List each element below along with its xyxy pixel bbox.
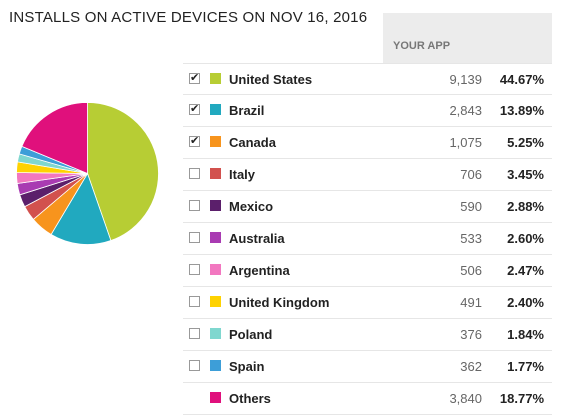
checkbox-checked[interactable]: ✔ [189,135,200,147]
install-percent: 2.47% [507,263,544,278]
checkbox[interactable] [189,296,200,307]
chart-title: INSTALLS ON ACTIVE DEVICES ON NOV 16, 20… [9,9,368,26]
table-row[interactable]: ✔ Canada 1,075 5.25% [183,127,552,159]
table-row[interactable]: United Kingdom 491 2.40% [183,287,552,319]
column-header-your-app: YOUR APP [383,13,552,63]
country-table: ✔ United States 9,139 44.67% ✔ Brazil 2,843 13.… [183,63,552,415]
table-row[interactable]: Others 3,840 18.77% [183,383,552,415]
table-row[interactable]: ✔ United States 9,139 44.67% [183,63,552,95]
checkbox-checked[interactable]: ✔ [189,72,200,84]
legend-swatch [210,232,221,243]
legend-swatch [210,392,221,403]
table-row[interactable]: Australia 533 2.60% [183,223,552,255]
legend-swatch [210,104,221,115]
country-name: Spain [229,359,265,374]
install-count: 706 [460,167,482,182]
checkbox[interactable] [189,264,200,275]
checkbox[interactable] [189,200,200,211]
install-count: 3,840 [449,391,482,406]
legend-swatch [210,73,221,84]
checkbox[interactable] [189,232,200,243]
table-row[interactable]: Argentina 506 2.47% [183,255,552,287]
table-row[interactable]: ✔ Brazil 2,843 13.89% [183,95,552,127]
legend-swatch [210,296,221,307]
install-count: 376 [460,327,482,342]
install-count: 533 [460,231,482,246]
pie-slice-united-states [87,102,159,242]
country-name: Canada [229,135,276,150]
checkbox[interactable] [189,360,200,371]
country-name: Brazil [229,103,265,118]
install-percent: 1.77% [507,359,544,374]
pie-chart [16,102,159,245]
country-name: Australia [229,231,285,246]
checkbox[interactable] [189,168,200,179]
install-count: 1,075 [449,135,482,150]
country-name: Mexico [229,199,274,214]
legend-swatch [210,200,221,211]
install-percent: 2.40% [507,295,544,310]
install-percent: 3.45% [507,167,544,182]
legend-swatch [210,328,221,339]
legend-swatch [210,360,221,371]
legend-swatch [210,168,221,179]
country-name: Poland [229,327,273,342]
country-name: United Kingdom [229,295,330,310]
install-count: 590 [460,199,482,214]
install-count: 491 [460,295,482,310]
install-percent: 5.25% [507,135,544,150]
install-percent: 2.60% [507,231,544,246]
install-count: 9,139 [449,72,482,87]
checkbox-checked[interactable]: ✔ [189,103,200,115]
install-count: 506 [460,263,482,278]
install-count: 2,843 [449,103,482,118]
install-count: 362 [460,359,482,374]
country-name: Italy [229,167,256,182]
country-name: Others [229,391,271,406]
legend-swatch [210,136,221,147]
country-name: Argentina [229,263,290,278]
table-row[interactable]: Poland 376 1.84% [183,319,552,351]
install-percent: 13.89% [499,103,544,118]
pie-slice-brazil [50,172,112,245]
install-percent: 1.84% [507,327,544,342]
table-row[interactable]: Italy 706 3.45% [183,159,552,191]
country-name: United States [229,72,313,87]
install-percent: 18.77% [499,391,544,406]
install-percent: 2.88% [507,199,544,214]
pie-slice-others [21,102,88,175]
checkbox[interactable] [189,328,200,339]
install-percent: 44.67% [499,72,544,87]
table-row[interactable]: Mexico 590 2.88% [183,191,552,223]
legend-swatch [210,264,221,275]
table-row[interactable]: Spain 362 1.77% [183,351,552,383]
